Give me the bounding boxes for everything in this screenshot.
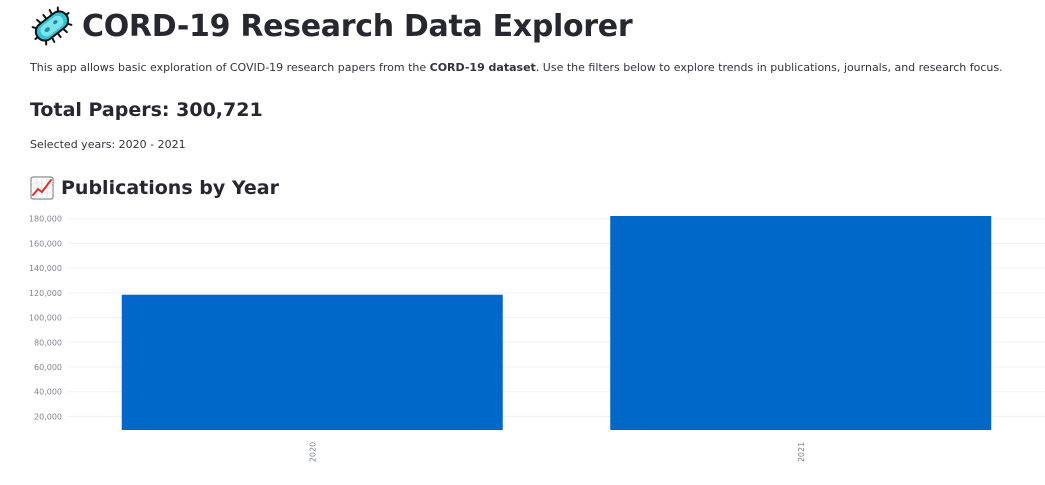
y-tick-label: 140,000 bbox=[29, 264, 62, 273]
chart-increasing-icon bbox=[30, 176, 54, 200]
y-tick-label: 180,000 bbox=[29, 215, 62, 224]
y-tick-label: 80,000 bbox=[34, 338, 62, 347]
section-header: Publications by Year bbox=[30, 175, 279, 201]
page-title: CORD-19 Research Data Explorer bbox=[82, 8, 633, 44]
intro-text: This app allows basic exploration of COV… bbox=[30, 61, 1003, 75]
y-tick-label: 120,000 bbox=[29, 289, 62, 298]
bar-2020[interactable] bbox=[121, 294, 503, 430]
y-tick-label: 40,000 bbox=[34, 388, 62, 397]
microbe-icon bbox=[31, 6, 73, 46]
selected-years: Selected years: 2020 - 2021 bbox=[30, 138, 186, 151]
y-tick-label: 100,000 bbox=[29, 314, 62, 323]
page-title-row: CORD-19 Research Data Explorer bbox=[30, 6, 633, 46]
intro-text-before: This app allows basic exploration of COV… bbox=[30, 61, 430, 74]
x-tick-label: 2020 bbox=[308, 442, 317, 462]
x-tick-label: 2021 bbox=[797, 442, 806, 462]
total-papers: Total Papers: 300,721 bbox=[30, 99, 263, 121]
y-tick-label: 160,000 bbox=[29, 239, 62, 248]
intro-text-after: . Use the filters below to explore trend… bbox=[535, 61, 1003, 74]
y-tick-label: 20,000 bbox=[34, 412, 62, 421]
y-tick-label: 60,000 bbox=[34, 363, 62, 372]
publications-bar-chart: 20,000 40,000 60,000 80,000 100,000 120,000 14… bbox=[29, 215, 1045, 462]
dataset-name: CORD-19 dataset bbox=[429, 61, 536, 74]
bar-2021[interactable] bbox=[610, 216, 992, 430]
section-title: Publications by Year bbox=[61, 177, 279, 199]
